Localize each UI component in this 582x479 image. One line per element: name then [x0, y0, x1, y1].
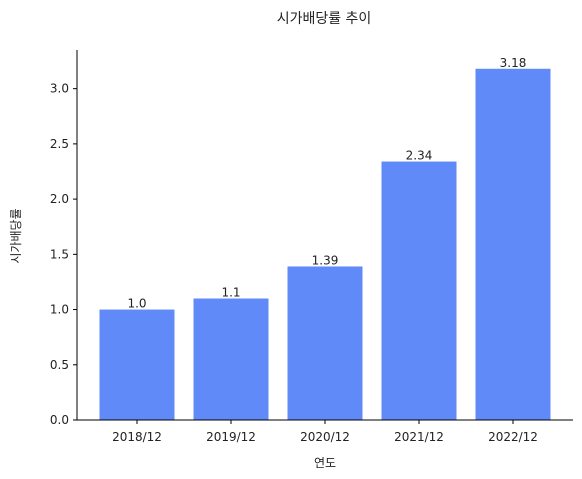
bars-group [99, 68, 551, 420]
bar-2019-12 [193, 298, 269, 420]
data-label: 2.34 [406, 149, 433, 163]
bar-2020-12 [287, 266, 363, 420]
y-tick-label: 0.5 [50, 358, 69, 372]
x-tick-label: 2020/12 [300, 430, 350, 444]
data-label: 3.18 [500, 56, 527, 70]
chart-title: 시가배당률 추이 [277, 11, 372, 27]
data-label: 1.0 [127, 297, 146, 311]
x-axis-ticks: 2018/12 2019/12 2020/12 2021/12 2022/12 [112, 420, 538, 444]
y-tick-label: 0.0 [50, 413, 69, 427]
x-tick-label: 2021/12 [394, 430, 444, 444]
x-tick-label: 2019/12 [206, 430, 256, 444]
y-axis-label: 시가배당률 [9, 208, 23, 263]
data-labels-group: 1.0 1.1 1.39 2.34 3.18 [127, 56, 526, 311]
y-tick-label: 2.5 [50, 137, 69, 151]
y-tick-label: 1.5 [50, 247, 69, 261]
y-tick-label: 3.0 [50, 82, 69, 96]
x-axis-label: 연도 [314, 456, 336, 470]
x-tick-label: 2018/12 [112, 430, 162, 444]
data-label: 1.39 [312, 253, 339, 267]
y-tick-label: 1.0 [50, 303, 69, 317]
x-tick-label: 2022/12 [488, 430, 538, 444]
bar-2021-12 [381, 161, 457, 420]
bar-2018-12 [99, 309, 175, 420]
data-label: 1.1 [221, 286, 240, 300]
bar-2022-12 [475, 68, 551, 420]
y-tick-label: 2.0 [50, 192, 69, 206]
y-axis-ticks: 0.0 0.5 1.0 1.5 2.0 2.5 3.0 [50, 82, 77, 427]
